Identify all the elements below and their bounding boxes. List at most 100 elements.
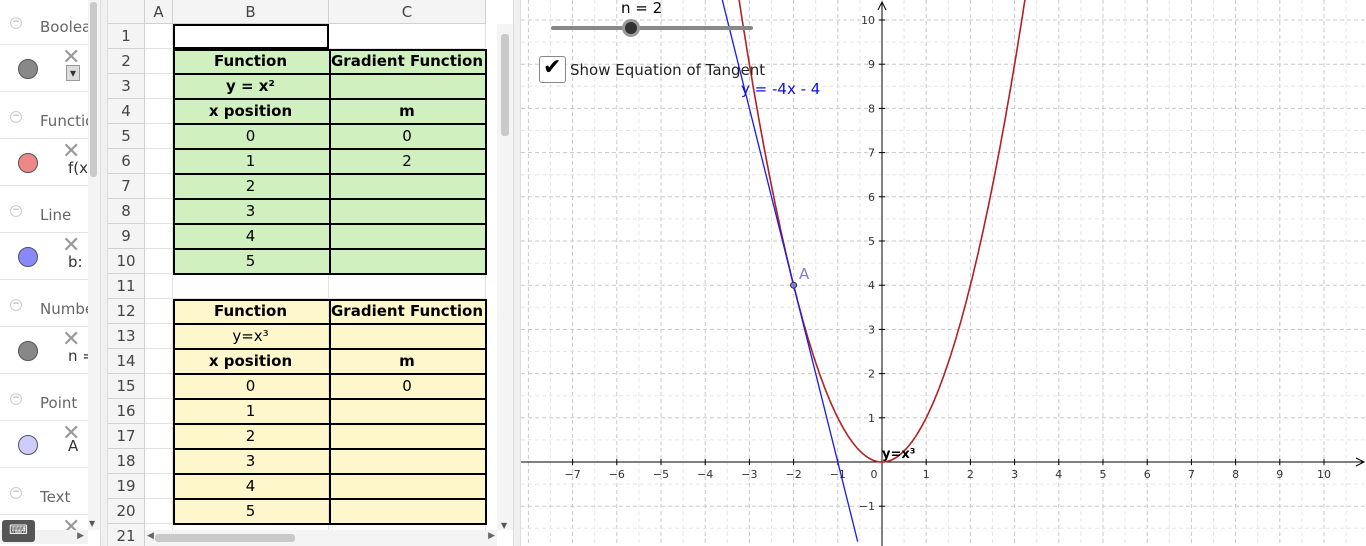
scroll-down-icon[interactable]: ▼ [89, 519, 96, 528]
cell[interactable] [145, 424, 173, 449]
row-header[interactable]: 4 [108, 99, 145, 124]
cell-b1[interactable] [173, 24, 329, 49]
cell-b18[interactable]: 3 [173, 449, 329, 474]
visibility-toggle-icon[interactable] [18, 153, 38, 173]
delete-icon[interactable]: ✕ [62, 421, 81, 446]
row-header[interactable]: 2 [108, 49, 145, 74]
category-text[interactable]: − Text [0, 474, 88, 514]
slider-handle[interactable] [622, 19, 640, 37]
collapse-toggle[interactable]: − [10, 299, 22, 311]
cell-b16[interactable]: 1 [173, 399, 329, 424]
cell-b10[interactable]: 5 [173, 249, 329, 274]
category-booleans[interactable]: − Booleans [0, 4, 100, 44]
row-header[interactable]: 14 [108, 349, 145, 374]
scroll-right-icon[interactable]: ▶ [77, 531, 84, 541]
cell-b5[interactable]: 0 [173, 124, 329, 149]
collapse-toggle[interactable]: − [10, 487, 22, 499]
cell[interactable] [145, 199, 173, 224]
scroll-down-icon[interactable]: ▼ [501, 521, 508, 530]
cell[interactable] [145, 49, 173, 74]
delete-icon[interactable]: ✕ [62, 139, 81, 164]
cell-c9[interactable] [329, 224, 486, 249]
row-header[interactable]: 9 [108, 224, 145, 249]
cell-c17[interactable] [329, 424, 486, 449]
keyboard-icon[interactable]: ⌨ [2, 520, 35, 542]
row-header[interactable]: 12 [108, 299, 145, 324]
collapse-toggle[interactable]: − [10, 393, 22, 405]
cell-c5[interactable]: 0 [329, 124, 486, 149]
row-header[interactable]: 18 [108, 449, 145, 474]
sheet-hscrollbar[interactable]: ◀ ▶ [145, 530, 497, 546]
row-header[interactable]: 13 [108, 324, 145, 349]
scroll-thumb[interactable] [90, 2, 97, 177]
cell-b11[interactable] [173, 274, 329, 299]
cell-c10[interactable] [329, 249, 486, 274]
cell[interactable] [145, 174, 173, 199]
cell-c1[interactable] [329, 24, 486, 49]
row-header[interactable]: 20 [108, 499, 145, 524]
cell-c6[interactable]: 2 [329, 149, 486, 174]
visibility-toggle-icon[interactable] [18, 59, 38, 79]
scroll-thumb[interactable] [155, 534, 295, 542]
dropdown-icon[interactable]: ▾ [66, 65, 81, 81]
sheet-vscrollbar[interactable]: ▼ [497, 24, 513, 530]
graphics-view[interactable]: −7 −6 −5 −4 −3 −2 −1 0 1 2 3 4 5 6 7 8 9 10 −1 1 2 3 4 5 6 7 8 9 10 … [521, 0, 1366, 546]
scroll-right-icon[interactable]: ▶ [488, 531, 495, 541]
row-header[interactable]: 7 [108, 174, 145, 199]
view-divider[interactable] [100, 0, 108, 546]
algebra-scrollbar[interactable]: ▼ [88, 0, 100, 530]
cell[interactable] [145, 274, 173, 299]
row-header[interactable]: 5 [108, 124, 145, 149]
cell[interactable] [145, 24, 173, 49]
collapse-toggle[interactable]: − [10, 111, 22, 123]
cell[interactable] [145, 349, 173, 374]
scroll-thumb[interactable] [501, 34, 509, 136]
cell[interactable] [145, 374, 173, 399]
cell-c14[interactable]: m [329, 349, 486, 374]
row-header[interactable]: 17 [108, 424, 145, 449]
cell[interactable] [145, 474, 173, 499]
visibility-toggle-icon[interactable] [18, 435, 38, 455]
row-header[interactable]: 8 [108, 199, 145, 224]
row-header[interactable]: 10 [108, 249, 145, 274]
slider-n[interactable]: n = 2 [549, 0, 759, 40]
cell-c13[interactable] [329, 324, 486, 349]
visibility-toggle-icon[interactable] [18, 247, 38, 267]
cell-b9[interactable]: 4 [173, 224, 329, 249]
cell-c3[interactable] [329, 74, 486, 99]
category-line[interactable]: − Line [0, 192, 88, 232]
cell-c15[interactable]: 0 [329, 374, 486, 399]
cell-b4[interactable]: x position [173, 99, 329, 124]
cell-b2[interactable]: Function [173, 49, 329, 74]
cell[interactable] [145, 149, 173, 174]
cell-b14[interactable]: x position [173, 349, 329, 374]
cell-c7[interactable] [329, 174, 486, 199]
cell-b7[interactable]: 2 [173, 174, 329, 199]
cell[interactable] [145, 224, 173, 249]
cell-b20[interactable]: 5 [173, 499, 329, 524]
cell-c20[interactable] [329, 499, 486, 524]
cell[interactable] [145, 299, 173, 324]
row-header[interactable]: 11 [108, 274, 145, 299]
cell-c4[interactable]: m [329, 99, 486, 124]
cell-b6[interactable]: 1 [173, 149, 329, 174]
column-header-b[interactable]: B [173, 0, 329, 24]
row-header[interactable]: 15 [108, 374, 145, 399]
row-header[interactable]: 19 [108, 474, 145, 499]
cell-c11[interactable] [329, 274, 486, 299]
delete-icon[interactable]: ✕ [62, 233, 81, 258]
row-header[interactable]: 16 [108, 399, 145, 424]
row-header[interactable]: 6 [108, 149, 145, 174]
cell[interactable] [145, 499, 173, 524]
delete-icon[interactable]: ✕ [62, 327, 81, 352]
cell-c16[interactable] [329, 399, 486, 424]
checkbox-label[interactable]: Show Equation of Tangent [570, 61, 766, 79]
column-header-a[interactable]: A [145, 0, 173, 24]
cell-b13[interactable]: y=x³ [173, 324, 329, 349]
row-header[interactable]: 1 [108, 24, 145, 49]
algebra-item[interactable]: ✕ ▾ [0, 44, 88, 92]
graph-canvas[interactable]: −7 −6 −5 −4 −3 −2 −1 0 1 2 3 4 5 6 7 8 9 10 −1 1 2 3 4 5 6 7 8 9 10 [521, 0, 1366, 546]
corner-cell[interactable] [108, 0, 145, 24]
collapse-toggle[interactable]: − [10, 17, 22, 29]
cell[interactable] [145, 99, 173, 124]
